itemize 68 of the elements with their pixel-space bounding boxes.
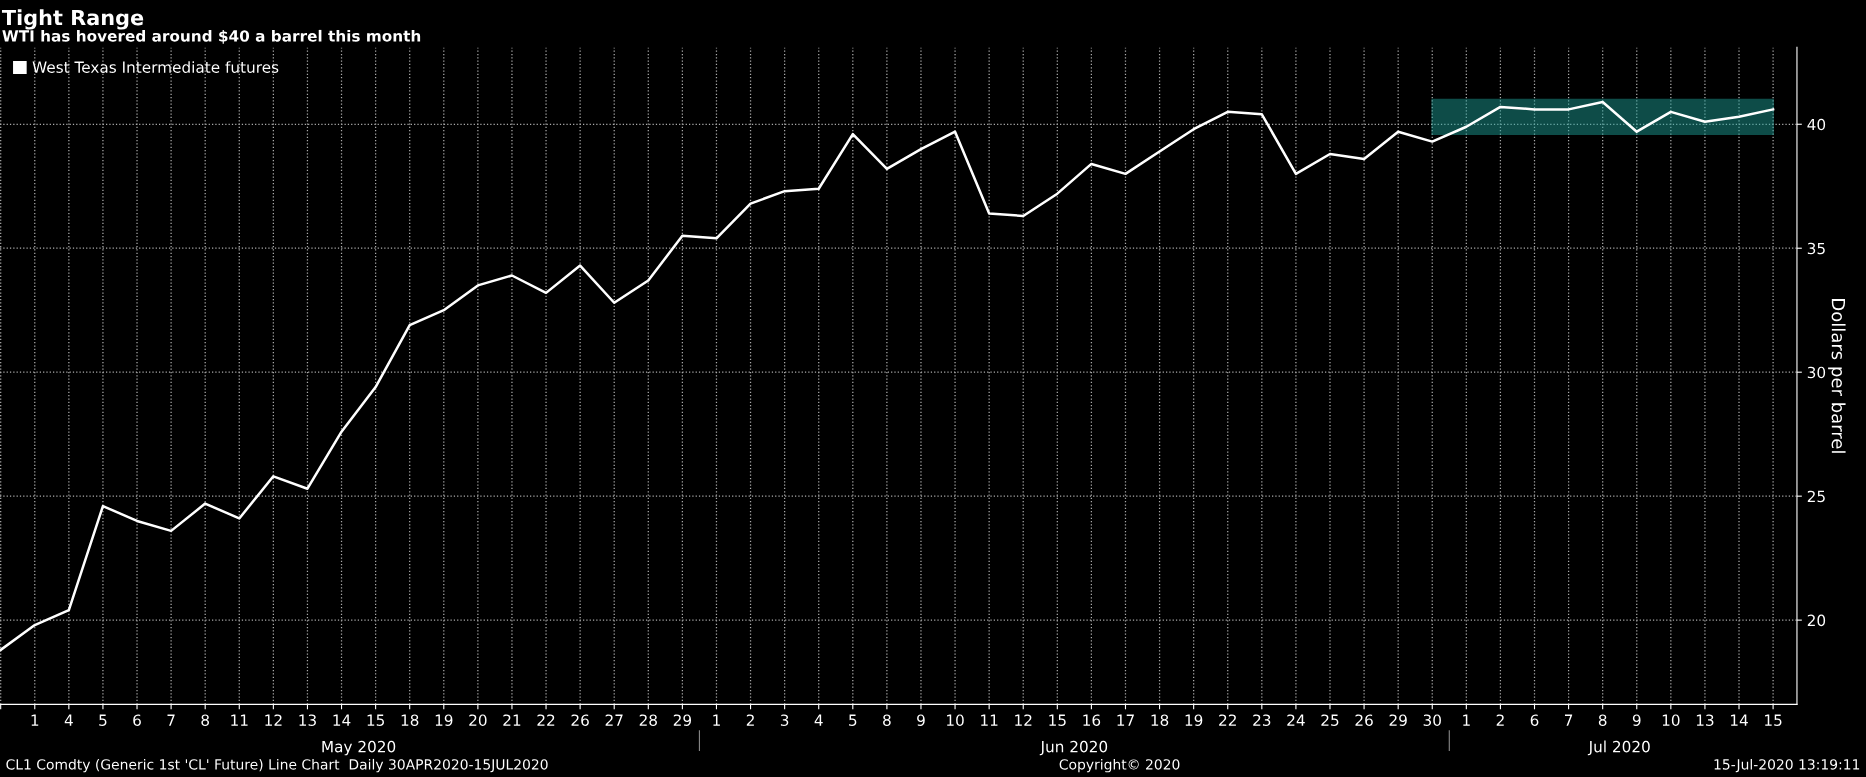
x-tick-label: 10 bbox=[1662, 714, 1680, 726]
x-tick-label: 17 bbox=[1117, 714, 1134, 726]
y-axis-title: Dollars per barrel bbox=[1828, 299, 1846, 453]
x-tick-label: 6 bbox=[1530, 714, 1539, 726]
x-tick-label: 23 bbox=[1253, 714, 1271, 726]
x-tick-label: 13 bbox=[299, 714, 316, 726]
chart-subtitle: WTI has hovered around $40 a barrel this month bbox=[2, 29, 421, 44]
x-tick-label: 6 bbox=[133, 714, 141, 726]
x-tick-label: 5 bbox=[849, 714, 857, 726]
x-tick-label: 8 bbox=[883, 714, 891, 726]
x-tick-label: 5 bbox=[99, 714, 107, 726]
x-tick-label: 20 bbox=[469, 714, 487, 726]
x-tick-label: 9 bbox=[917, 714, 925, 726]
x-tick-label: 4 bbox=[814, 714, 823, 726]
x-tick-label: 24 bbox=[1287, 714, 1305, 726]
x-tick-label: 1 bbox=[31, 714, 39, 726]
x-tick-label: 30 bbox=[1423, 714, 1441, 726]
y-tick-label: 35 bbox=[1807, 242, 1825, 255]
x-tick-label: 15 bbox=[1765, 714, 1782, 726]
chart-title: Tight Range bbox=[1, 9, 144, 30]
x-tick-label: 18 bbox=[401, 714, 419, 726]
x-tick-label: 4 bbox=[64, 714, 73, 726]
text: Jun 2020 bbox=[1039, 740, 1108, 756]
x-tick-label: 15 bbox=[1049, 714, 1066, 726]
x-tick-label: 22 bbox=[537, 714, 555, 726]
x-tick-label: 19 bbox=[435, 714, 453, 726]
x-tick-label: 25 bbox=[1321, 714, 1339, 726]
x-tick-label: 7 bbox=[167, 714, 175, 726]
y-tick-label: 20 bbox=[1807, 614, 1826, 627]
x-tick-label: 22 bbox=[1219, 714, 1236, 726]
x-tick-label: 11 bbox=[981, 714, 998, 726]
y-tick-label: 40 bbox=[1807, 118, 1826, 131]
x-tick-label: 18 bbox=[1151, 714, 1169, 726]
text: Jul 2020 bbox=[1587, 740, 1650, 756]
text: CL1 Comdty (Generic 1st 'CL' Future) Line Chart Daily 30APR2020-15JUL2020 bbox=[6, 758, 548, 773]
x-tick-label: 2 bbox=[746, 714, 754, 726]
x-tick-label: 26 bbox=[1355, 714, 1373, 726]
x-tick-label: 1 bbox=[713, 714, 720, 726]
x-tick-label: 3 bbox=[780, 714, 789, 726]
x-tick-label: 14 bbox=[1730, 714, 1748, 726]
x-tick-label: 29 bbox=[673, 714, 692, 726]
x-tick-label: 28 bbox=[639, 714, 657, 726]
x-tick-label: 27 bbox=[605, 714, 623, 726]
x-tick-label: 26 bbox=[571, 714, 589, 726]
x-tick-label: 13 bbox=[1696, 714, 1714, 726]
line-series bbox=[0, 100, 1775, 652]
x-tick-label: 12 bbox=[1015, 714, 1032, 726]
x-tick-label: 8 bbox=[1598, 714, 1607, 726]
x-tick-label: 12 bbox=[265, 714, 282, 726]
legend-label: West Texas Intermediate futures bbox=[32, 61, 279, 73]
x-tick-label: 21 bbox=[503, 714, 521, 726]
x-tick-label: 8 bbox=[201, 714, 210, 726]
x-tick-label: 14 bbox=[333, 714, 351, 726]
x-tick-label: 10 bbox=[947, 714, 964, 726]
x-tick-label: 29 bbox=[1389, 714, 1407, 726]
y-tick-label: 25 bbox=[1807, 490, 1825, 503]
x-tick-label: 19 bbox=[1185, 714, 1203, 726]
text: 15-Jul-2020 13:19:11 bbox=[1714, 758, 1860, 773]
x-tick-label: 11 bbox=[231, 714, 248, 726]
text: Copyright© 2020 bbox=[1059, 758, 1180, 773]
x-tick-label: 7 bbox=[1564, 714, 1573, 726]
text: May 2020 bbox=[322, 740, 396, 756]
x-tick-label: 16 bbox=[1083, 714, 1101, 726]
x-tick-label: 1 bbox=[1463, 714, 1470, 726]
x-tick-label: 9 bbox=[1632, 714, 1641, 726]
x-tick-label: 2 bbox=[1496, 714, 1504, 726]
x-tick-label: 15 bbox=[367, 714, 384, 726]
y-tick-label: 30 bbox=[1807, 366, 1826, 379]
